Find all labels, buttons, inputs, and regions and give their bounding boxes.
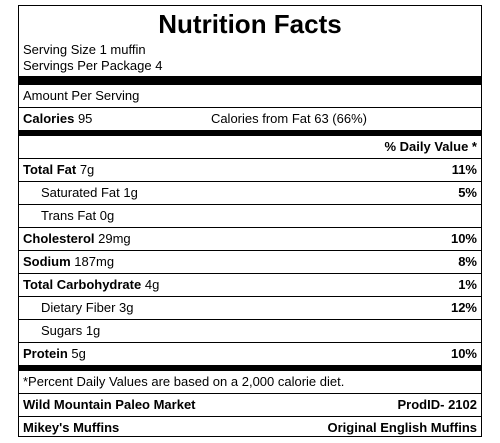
footer-left: Mikey's Muffins — [23, 420, 120, 435]
nutrient-amount: 3g — [119, 300, 134, 315]
nutrient-row: Trans Fat 0g — [19, 205, 481, 228]
nutrient: Trans Fat 0g — [23, 205, 114, 227]
amount-row: Amount Per Serving — [19, 85, 481, 108]
footnote-row: *Percent Daily Values are based on a 2,0… — [19, 371, 481, 394]
footnote: *Percent Daily Values are based on a 2,0… — [23, 374, 345, 389]
daily-value: 5% — [458, 185, 477, 200]
nutrient: Total Fat 7g — [23, 159, 94, 181]
nutrient-row: Total Fat 7g 11% — [19, 159, 481, 182]
nutrient-amount: 187mg — [74, 254, 115, 269]
nutrient-row: Saturated Fat 1g 5% — [19, 182, 481, 205]
divider — [19, 130, 481, 136]
nutrient-name: Sugars — [41, 323, 83, 338]
nutrient-name: Trans Fat — [41, 208, 97, 223]
nutrient-name: Total Fat — [23, 162, 77, 177]
nutrient-row: Protein 5g 10% — [19, 343, 481, 365]
amount-per-serving: Amount Per Serving — [23, 88, 140, 103]
nutrient-name: Protein — [23, 346, 68, 361]
nutrient-amount: 1g — [85, 323, 101, 338]
nutrient-amount: 4g — [144, 277, 160, 292]
serving-info: Serving Size 1 muffin Servings Per Packa… — [19, 42, 481, 76]
nutrient-row: Cholesterol 29mg 10% — [19, 228, 481, 251]
nutrient: Sugars 1g — [23, 320, 100, 342]
daily-value: 12% — [450, 300, 477, 315]
nutrient-row: Sodium 187mg 8% — [19, 251, 481, 274]
calories-row: Calories 95 Calories from Fat 63 (66%) — [19, 108, 481, 130]
nutrient-name: Saturated Fat — [41, 185, 120, 200]
nutrient-row: Total Carbohydrate 4g 1% — [19, 274, 481, 297]
daily-value: 10% — [450, 231, 477, 246]
divider — [19, 365, 481, 371]
nutrient: Total Carbohydrate 4g — [23, 274, 159, 296]
nutrient: Dietary Fiber 3g — [23, 297, 134, 319]
daily-value: 1% — [458, 277, 477, 292]
nutrient-name: Dietary Fiber — [41, 300, 116, 315]
nutrient-amount: 7g — [79, 162, 95, 177]
title: Nutrition Facts — [158, 9, 342, 39]
nutrient-row: Dietary Fiber 3g 12% — [19, 297, 481, 320]
daily-value: 11% — [451, 162, 477, 177]
footer-left: Wild Mountain Paleo Market — [23, 397, 196, 412]
nutrient-name: Sodium — [23, 254, 71, 269]
nutrient-name: Total Carbohydrate — [23, 277, 142, 292]
nutrient: Cholesterol 29mg — [23, 228, 131, 250]
nutrient: Protein 5g — [23, 343, 86, 365]
nutrient: Saturated Fat 1g — [23, 182, 138, 204]
nutrient-name: Cholesterol — [23, 231, 95, 246]
footer-right: Original English Muffins — [327, 420, 478, 435]
footer-right: ProdID- 2102 — [397, 397, 477, 412]
nutrient-amount: 0g — [99, 208, 115, 223]
calories-value: 95 — [77, 111, 93, 126]
calories-from-fat: Calories from Fat 63 (66%) — [210, 111, 367, 126]
daily-value: 10% — [450, 346, 477, 361]
serving-size: Serving Size 1 muffin — [23, 42, 146, 57]
nutrient: Sodium 187mg — [23, 251, 114, 273]
servings-per-package: Servings Per Package 4 — [23, 58, 163, 73]
nutrition-label: Nutrition Facts Serving Size 1 muffin Se… — [18, 5, 482, 437]
footer: Wild Mountain Paleo Market ProdID- 2102 Mi… — [19, 394, 481, 439]
nutrient-list: Total Fat 7g 11% Saturated Fat 1g 5% Trans F… — [19, 159, 481, 371]
dv-header-row: % Daily Value * — [19, 136, 481, 159]
nutrient-amount: 5g — [71, 346, 86, 361]
nutrient-amount: 1g — [123, 185, 138, 200]
divider — [19, 76, 481, 85]
footer-row: Wild Mountain Paleo Market ProdID- 2102 — [19, 394, 481, 417]
daily-value: 8% — [458, 254, 477, 269]
nutrient-amount: 29mg — [98, 231, 131, 246]
nutrient-row: Sugars 1g — [19, 320, 481, 343]
calories-label: Calories — [23, 111, 75, 126]
dv-header: % Daily Value * — [384, 139, 478, 154]
footer-row: Mikey's Muffins Original English Muffins — [19, 417, 481, 439]
